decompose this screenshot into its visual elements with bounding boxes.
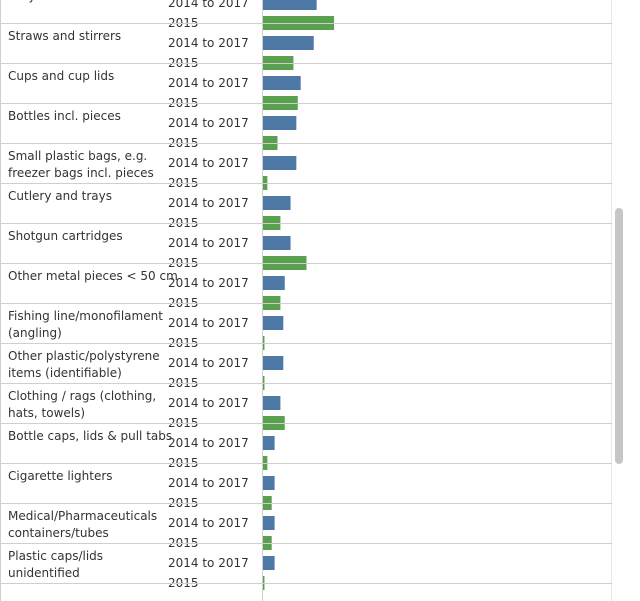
period-label: 2014 to 2017 xyxy=(168,436,249,450)
category-label: Medical/Pharmaceuticals xyxy=(8,509,157,523)
bar-2014-to-2017 xyxy=(263,356,284,370)
category-label: (angling) xyxy=(8,326,62,340)
period-label: 2014 to 2017 xyxy=(168,36,249,50)
period-label: 2014 to 2017 xyxy=(168,356,249,370)
category-label: items (identifiable) xyxy=(8,366,122,380)
category-label: Cigarette lighters xyxy=(8,469,113,483)
period-label: 2014 to 2017 xyxy=(168,316,249,330)
bar-2014-to-2017 xyxy=(263,556,275,570)
period-label: 2014 to 2017 xyxy=(168,236,249,250)
category-label: Cups and cup lids xyxy=(8,69,114,83)
period-label: 2014 to 2017 xyxy=(168,276,249,290)
bar-2014-to-2017 xyxy=(263,156,297,170)
bar-2014-to-2017 xyxy=(263,316,284,330)
category-label: Cutlery and trays xyxy=(8,189,112,203)
period-label: 2014 to 2017 xyxy=(168,396,249,410)
bar-2014-to-2017 xyxy=(263,276,285,290)
category-label: Clothing / rags (clothing, xyxy=(8,389,156,403)
period-label: 2014 to 2017 xyxy=(168,156,249,170)
period-label: 2014 to 2017 xyxy=(168,116,249,130)
category-label: Lolly sticks xyxy=(8,0,74,3)
category-label: Other plastic/polystyrene xyxy=(8,349,160,363)
bar-2014-to-2017 xyxy=(263,76,301,90)
category-label: Bottles incl. pieces xyxy=(8,109,121,123)
period-label: 2014 to 2017 xyxy=(168,0,249,10)
category-label: Fishing line/monofilament xyxy=(8,309,163,323)
category-label: Other metal pieces < 50 cm xyxy=(8,269,178,283)
category-label: containers/tubes xyxy=(8,526,109,540)
bar-2014-to-2017 xyxy=(263,116,297,130)
bar-2014-to-2017 xyxy=(263,36,314,50)
category-label: Plastic caps/lids xyxy=(8,549,103,563)
bar-2014-to-2017 xyxy=(263,0,317,10)
period-label: 2014 to 2017 xyxy=(168,196,249,210)
period-label: 2014 to 2017 xyxy=(168,476,249,490)
bar-2014-to-2017 xyxy=(263,476,275,490)
category-label: Small plastic bags, e.g. xyxy=(8,149,147,163)
period-label: 2014 to 2017 xyxy=(168,516,249,530)
scrollbar-thumb[interactable] xyxy=(615,208,623,464)
category-label: freezer bags incl. pieces xyxy=(8,166,154,180)
category-label: Shotgun cartridges xyxy=(8,229,123,243)
bar-2014-to-2017 xyxy=(263,396,281,410)
category-label: unidentified xyxy=(8,566,80,580)
bar-2014-to-2017 xyxy=(263,196,291,210)
bar-2014-to-2017 xyxy=(263,516,275,530)
period-label: 2014 to 2017 xyxy=(168,556,249,570)
period-label: 2014 to 2017 xyxy=(168,76,249,90)
bar-2014-to-2017 xyxy=(263,436,275,450)
category-label: Straws and stirrers xyxy=(8,29,121,43)
bar-2014-to-2017 xyxy=(263,236,291,250)
category-label: hats, towels) xyxy=(8,406,85,420)
category-label: Bottle caps, lids & pull tabs xyxy=(8,429,172,443)
